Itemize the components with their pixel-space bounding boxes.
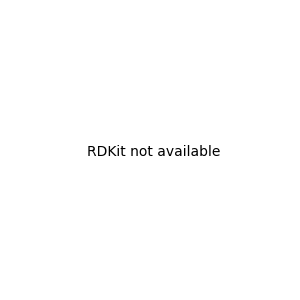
- Text: RDKit not available: RDKit not available: [87, 145, 220, 158]
